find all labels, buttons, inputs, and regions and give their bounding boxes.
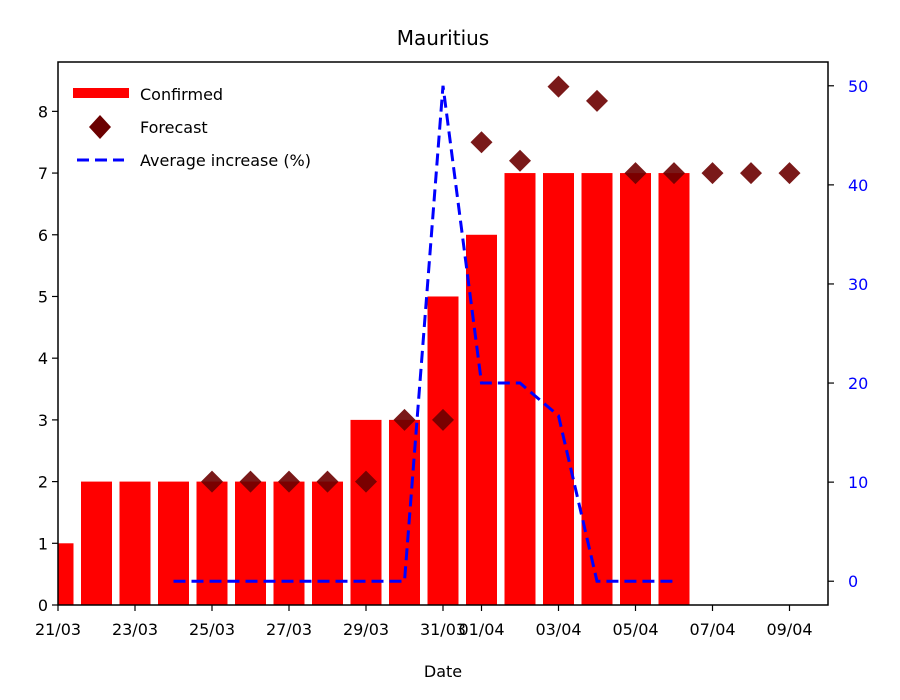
- forecast-point-08-04: [740, 162, 762, 185]
- bar-24-03: [158, 481, 189, 605]
- y-right-tick-label: 30: [848, 275, 868, 294]
- y-tick-label: 4: [38, 349, 48, 368]
- forecast-point-27-03: [278, 470, 300, 493]
- bar-23-03: [119, 481, 151, 605]
- bar-27-03: [273, 481, 305, 605]
- forecast-point-07-04: [701, 162, 724, 185]
- y-tick-label: 8: [38, 102, 48, 121]
- x-tick-label: 07/04: [689, 620, 735, 639]
- bar-25-03: [196, 481, 228, 605]
- bar-02-04: [504, 173, 536, 605]
- bar-22-03: [81, 481, 112, 605]
- forecast-point-02-04: [509, 149, 531, 172]
- forecast-point-09-04: [778, 162, 801, 185]
- y-right-tick-label: 10: [848, 473, 868, 492]
- legend-marker-forecast: [89, 115, 111, 139]
- x-tick-label: 09/04: [766, 620, 812, 639]
- legend-label-average-increase: Average increase (%): [140, 151, 311, 170]
- bar-31-03: [427, 296, 459, 605]
- y-tick-label: 0: [38, 596, 48, 615]
- forecast-point-05-04: [624, 162, 647, 185]
- x-tick-label: 29/03: [343, 620, 389, 639]
- plot-area: 0 1 2 3 4 5 6 7 8 0 10 20 30 40 50 21/03 23/03 25/03 27/03…: [35, 61, 868, 639]
- bar-04-04: [581, 173, 613, 605]
- forecast-point-31-03: [432, 408, 454, 431]
- forecast-point-26-03: [239, 470, 262, 493]
- bar-03-04: [543, 173, 574, 605]
- legend: Confirmed Forecast Average increase (%): [73, 85, 311, 170]
- x-tick-label: 01/04: [458, 620, 504, 639]
- forecast-point-28-03: [316, 470, 339, 493]
- chart-title: Mauritius: [397, 26, 489, 50]
- forecast-point-29-03: [355, 470, 377, 493]
- y-tick-label: 3: [38, 411, 48, 430]
- line-average-increase: [173, 85, 674, 583]
- x-tick-label: 05/04: [612, 620, 658, 639]
- x-tick-label: 21/03: [35, 620, 81, 639]
- y-tick-label: 6: [38, 226, 48, 245]
- forecast-point-03-04: [547, 75, 570, 98]
- forecast-point-30-03: [393, 408, 416, 431]
- x-tick-label: 03/04: [535, 620, 581, 639]
- y-right-tick-label: 50: [848, 77, 868, 96]
- y-right-tick-label: 0: [848, 572, 858, 591]
- bar-29-03: [350, 419, 382, 605]
- bar-28-03: [312, 481, 343, 605]
- bar-26-03: [235, 481, 266, 605]
- y-tick-label: 5: [38, 287, 48, 306]
- y-right-tick-label: 40: [848, 176, 868, 195]
- y-tick-label: 2: [38, 473, 48, 492]
- y-tick-label: 1: [38, 534, 48, 553]
- forecast-point-25-03: [201, 470, 223, 493]
- bar-21-03: [58, 543, 74, 605]
- x-tick-label: 31/03: [420, 620, 466, 639]
- bar-05-04: [620, 173, 651, 605]
- bar-01-04: [466, 234, 497, 605]
- y-tick-label: 7: [38, 164, 48, 183]
- plot-series-group: [58, 75, 801, 605]
- bar-06-04: [658, 173, 690, 605]
- legend-label-forecast: Forecast: [140, 118, 208, 137]
- x-tick-label: 23/03: [112, 620, 158, 639]
- forecast-point-04-04: [586, 89, 608, 112]
- legend-swatch-confirmed: [73, 88, 129, 98]
- y-right-tick-label: 20: [848, 374, 868, 393]
- x-axis-label: Date: [424, 662, 462, 681]
- x-tick-label: 27/03: [266, 620, 312, 639]
- legend-label-confirmed: Confirmed: [140, 85, 223, 104]
- x-tick-label: 25/03: [189, 620, 235, 639]
- forecast-point-06-04: [663, 162, 685, 185]
- forecast-point-01-04: [470, 131, 493, 154]
